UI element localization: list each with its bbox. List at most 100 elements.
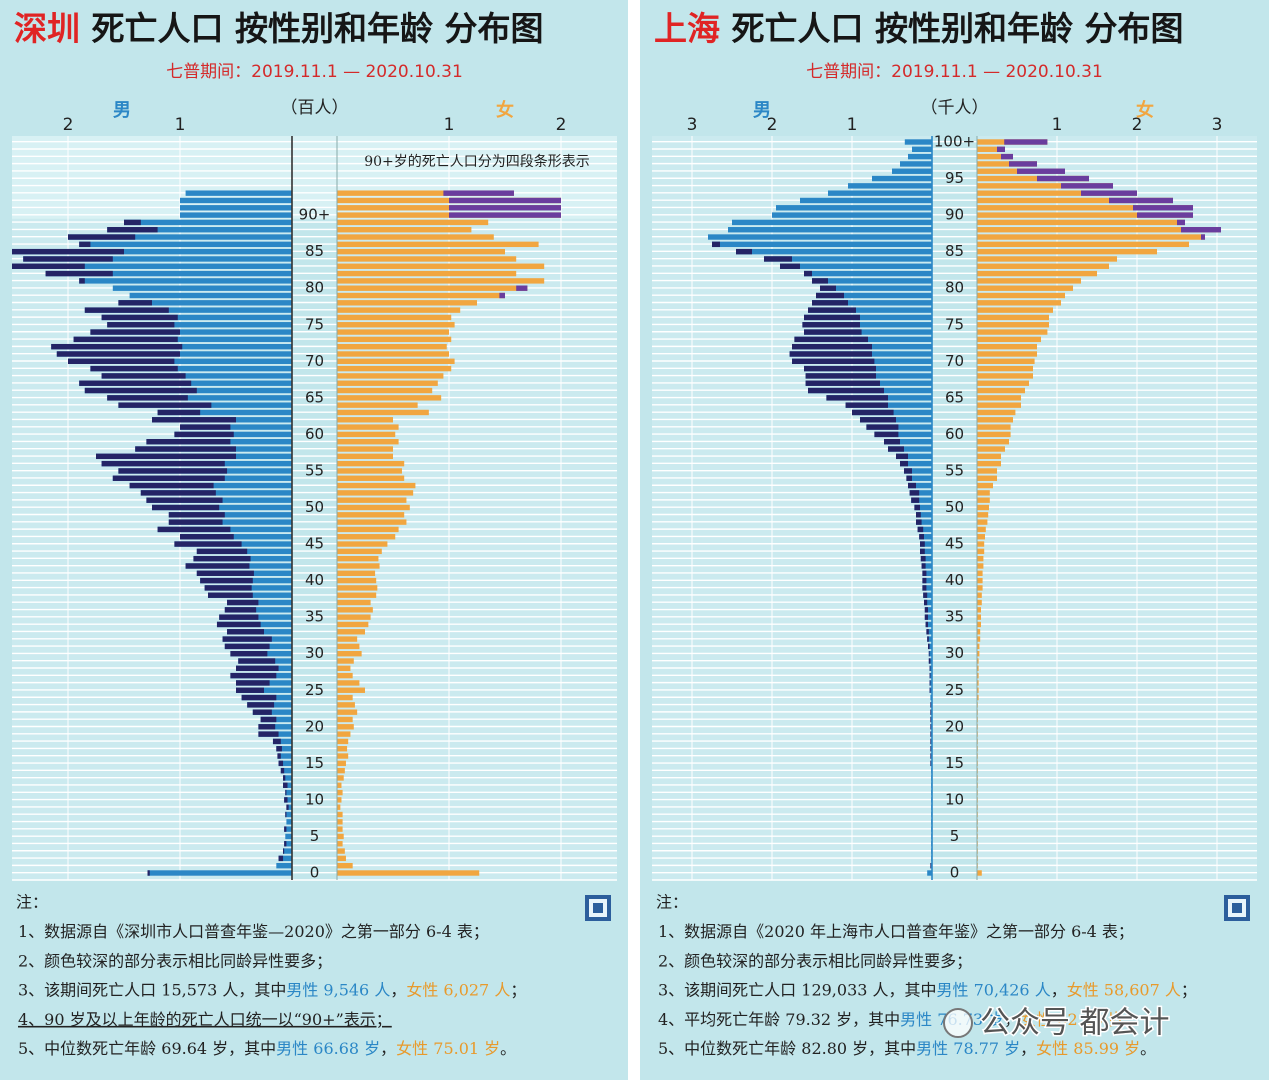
male-excess [930, 709, 932, 715]
male-excess [230, 651, 268, 657]
note: 4、平均死亡年龄 79.32 岁，其中男性 76.73 岁，女性 82.43 岁… [658, 1009, 1140, 1028]
male-bar [928, 651, 932, 657]
male-bar [180, 534, 292, 540]
legend-male: 男 [753, 100, 771, 121]
male-excess [805, 380, 880, 386]
male-bar [180, 205, 292, 211]
male-excess [224, 643, 270, 650]
male-excess [73, 336, 178, 343]
female-bar [337, 219, 489, 226]
female-bar [337, 431, 396, 438]
female-bar [337, 833, 344, 840]
male-bar [892, 168, 932, 174]
male-excess [930, 746, 932, 752]
male-bar [12, 248, 292, 255]
chart: 1 12 23 30510152025303540455055606570758085… [652, 9, 1257, 1058]
female-excess [1037, 175, 1089, 182]
female-bar [977, 607, 981, 613]
male-excess [258, 724, 276, 730]
age-label: 15 [305, 754, 324, 772]
male-bar [252, 709, 292, 715]
male-excess [283, 782, 288, 788]
male-bar [812, 278, 932, 284]
female-bar [977, 285, 1073, 291]
chart-subtitle: 七普期间：2019.11.1 — 2020.10.31 [806, 62, 1103, 82]
male-excess [286, 804, 289, 810]
male-bar [921, 563, 932, 569]
male-bar [929, 680, 932, 686]
note-part: 。 [500, 1039, 516, 1058]
female-bar [977, 643, 980, 650]
female-bar [977, 548, 985, 555]
female-bar [977, 680, 979, 686]
female-bar [337, 395, 442, 401]
male-bar [828, 190, 932, 196]
male-excess [852, 409, 894, 416]
female-bar [977, 504, 989, 511]
male-excess [12, 248, 124, 255]
male-excess [168, 519, 223, 525]
male-excess [906, 475, 912, 481]
male-bar [916, 512, 932, 518]
male-excess [227, 599, 259, 606]
male-excess [860, 417, 896, 423]
male-bar [272, 738, 292, 745]
age-label: 70 [945, 352, 964, 370]
female-excess [516, 285, 528, 291]
female-bar [977, 358, 1035, 364]
female-bar [977, 161, 1037, 167]
male-excess [107, 322, 175, 328]
female-bar [977, 417, 1013, 423]
male-bar [908, 153, 932, 160]
note-part: 女性 82.43 岁 [1020, 1009, 1124, 1028]
male-bar [276, 746, 292, 752]
note-part: 5、中位数死亡年龄 69.64 岁，其中 [18, 1039, 276, 1058]
note-part: 男性 9,546 人 [286, 980, 390, 999]
female-bar [337, 651, 362, 657]
male-bar [904, 468, 932, 474]
male-excess [79, 278, 85, 284]
x-tick-label: 3 [687, 115, 698, 135]
note: 5、中位数死亡年龄 82.80 岁，其中男性 78.77 岁，女性 85.99 … [658, 1039, 1156, 1058]
male-excess [826, 395, 888, 401]
female-bar [337, 343, 447, 350]
male-bar [90, 329, 293, 335]
male-bar [874, 431, 932, 438]
female-bar [337, 621, 369, 628]
male-excess [924, 614, 928, 620]
age-label: 75 [305, 315, 324, 333]
male-excess [794, 336, 868, 343]
female-bar [337, 314, 452, 321]
note-part: 女性 58,607 人 [1067, 980, 1181, 999]
male-excess [51, 343, 183, 350]
male-excess [276, 746, 282, 752]
female-bar [337, 453, 393, 460]
male-excess [146, 497, 223, 503]
male-bar [45, 270, 292, 277]
male-excess [96, 453, 236, 460]
male-excess [168, 512, 225, 518]
female-bar [977, 219, 1185, 226]
female-excess [1133, 205, 1193, 211]
female-bar [337, 387, 433, 394]
male-excess [272, 738, 281, 745]
male-excess [219, 614, 259, 620]
age-label: 30 [945, 644, 964, 662]
female-bar [337, 855, 346, 862]
male-bar [904, 139, 932, 145]
female-bar [977, 409, 1016, 416]
female-bar [337, 373, 444, 379]
female-bar [977, 395, 1021, 401]
male-excess [224, 607, 257, 613]
male-bar [926, 629, 932, 635]
male-excess [929, 672, 931, 679]
male-bar [924, 599, 932, 606]
age-label: 75 [945, 315, 964, 333]
note-part: ， [1051, 980, 1067, 999]
female-bar [337, 702, 355, 708]
note-part: 2、颜色较深的部分表示相比同龄异性要多； [18, 951, 332, 970]
female-bar [337, 285, 528, 291]
male-excess [252, 709, 272, 715]
male-bar [157, 409, 292, 416]
female-bar [337, 227, 472, 233]
